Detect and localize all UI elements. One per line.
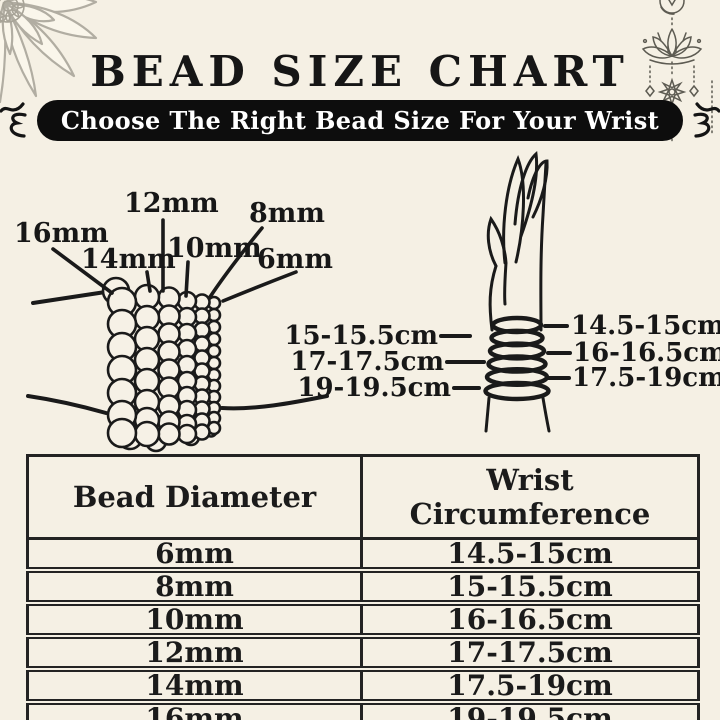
banner-row: Choose The Right Bead Size For Your Wris…	[0, 99, 720, 141]
hand-finger-middle	[513, 150, 539, 238]
hand-palm-right	[539, 161, 548, 332]
wrist-circumference-value: 14.5-15cm	[360, 538, 699, 570]
bead-size-label-12mm: 12mm	[124, 188, 219, 219]
hand-illustration	[483, 150, 551, 433]
forearm-right	[541, 396, 551, 433]
wrist-label-right-1: 14.5-15cm	[571, 311, 720, 341]
hand-thumb	[486, 215, 508, 306]
lotus-petal	[671, 36, 692, 57]
strand-6mm	[206, 295, 222, 436]
column-header-bead-diameter: Bead Diameter	[27, 455, 362, 540]
moon-crescent	[660, 6, 675, 15]
moon-circle	[659, 0, 685, 14]
bead-size-table: Bead Diameter Wrist Circumference 6mm 14…	[26, 454, 700, 720]
lotus-dot	[642, 38, 648, 44]
table-row: 16mm 19-19.5cm	[27, 699, 699, 720]
bead-size-label-10mm: 10mm	[167, 233, 262, 264]
lotus-ornament	[641, 0, 713, 145]
wrist-circumference-value: 15-15.5cm	[360, 567, 699, 603]
bead-diameter-value: 16mm	[27, 699, 362, 720]
wrist-label-right-3: 17.5-19cm	[572, 363, 720, 393]
bead-size-label-6mm: 6mm	[257, 244, 333, 275]
forearm-left	[484, 396, 491, 433]
tilde-flourish	[695, 102, 720, 113]
table-row: 14mm 17.5-19cm	[27, 666, 699, 702]
hand-finger-front	[502, 155, 525, 265]
corner-flower-ornament	[0, 0, 98, 104]
table-row: 10mm 16-16.5cm	[27, 600, 699, 636]
curl-flourish	[693, 112, 711, 138]
bead-strands	[101, 276, 222, 453]
strand-12mm	[157, 286, 181, 446]
bead-diameter-value: 12mm	[27, 633, 362, 669]
bracelet-stack	[483, 315, 551, 402]
lotus-petal	[652, 36, 673, 57]
lotus-petal	[671, 46, 703, 59]
bead-size-label-14mm: 14mm	[81, 244, 176, 275]
page-title: BEAD SIZE CHART	[90, 47, 630, 96]
flower-center-petals	[0, 3, 25, 23]
table-row: 12mm 17-17.5cm	[27, 633, 699, 669]
wrist-leader-dashes	[439, 324, 572, 390]
bead-leader-lines	[51, 218, 298, 303]
swirl-ornament-left	[0, 102, 27, 138]
table-header-row: Bead Diameter Wrist Circumference	[27, 455, 699, 540]
bead-wrist-lines	[26, 289, 329, 415]
wrist-label-right-2: 16-16.5cm	[573, 338, 720, 368]
moon-v-mark	[668, 0, 676, 7]
lotus-petal	[641, 46, 673, 59]
tilde-flourish	[0, 102, 25, 113]
wrist-label-left-1: 15-15.5cm	[284, 321, 438, 351]
banner-pill: Choose The Right Bead Size For Your Wris…	[36, 99, 684, 141]
bead-diameter-value: 8mm	[27, 567, 362, 603]
lotus-sepal	[657, 32, 687, 53]
star-flower-center	[668, 88, 676, 96]
swirl-ornament-right	[693, 102, 720, 138]
wrist-label-left-3: 19-19.5cm	[297, 373, 451, 403]
dotted-string	[649, 61, 695, 83]
bead-size-label-16mm: 16mm	[14, 218, 109, 249]
column-header-wrist-circumference: Wrist Circumference	[360, 455, 699, 540]
wrist-circumference-value: 17-17.5cm	[360, 633, 699, 669]
strand-16mm	[106, 286, 138, 449]
wrist-circumference-value: 19-19.5cm	[360, 699, 699, 720]
bead-size-label-8mm: 8mm	[249, 198, 325, 229]
wrist-label-left-2: 17-17.5cm	[290, 347, 444, 377]
strand-14mm	[133, 283, 161, 448]
table-row: 8mm 15-15.5cm	[27, 567, 699, 603]
curl-flourish	[9, 112, 27, 138]
bead-diameter-value: 10mm	[27, 600, 362, 636]
wrist-circumference-value: 16-16.5cm	[360, 600, 699, 636]
hand-finger-back	[526, 159, 549, 219]
table-row: 6mm 14.5-15cm	[28, 537, 699, 570]
lotus-dot	[696, 38, 702, 44]
hanging-diamond	[689, 84, 699, 98]
flower-center-ring	[0, 0, 19, 17]
wrist-circumference-value: 17.5-19cm	[360, 666, 699, 702]
bead-diameter-value: 6mm	[155, 537, 234, 570]
bead-diameter-value: 14mm	[27, 666, 362, 702]
hanging-diamond	[645, 84, 655, 98]
